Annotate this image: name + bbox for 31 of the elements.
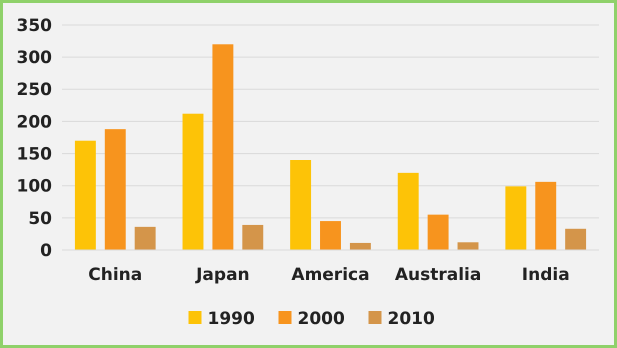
x-tick-label: America [291,265,370,285]
y-tick-label: 100 [16,176,52,197]
bar [212,44,234,250]
bar [320,221,341,250]
y-tick-label: 350 [16,16,52,36]
bar [290,160,312,250]
bar [134,226,156,250]
x-tick-label: Japan [195,265,250,285]
bar [242,224,264,250]
x-tick-label: India [522,265,570,285]
y-tick-label: 250 [16,80,52,100]
bar [535,182,556,250]
y-tick-label: 150 [16,144,52,165]
bar [74,140,96,250]
y-tick-label: 200 [16,112,52,132]
legend-label: 2000 [298,308,345,329]
bar [104,129,126,250]
bar [428,214,449,250]
bar [565,228,586,250]
bar [350,242,371,250]
legend-label: 1990 [208,308,255,329]
y-tick-label: 300 [16,48,52,68]
bar [398,172,419,250]
bar [182,114,204,250]
x-tick-label: China [88,265,142,285]
bar [458,242,478,250]
y-tick-label: 0 [40,240,52,261]
bar [505,186,526,250]
y-tick-label: 50 [28,208,52,229]
x-tick-label: Australia [394,265,482,285]
legend-label: 2010 [388,308,435,329]
